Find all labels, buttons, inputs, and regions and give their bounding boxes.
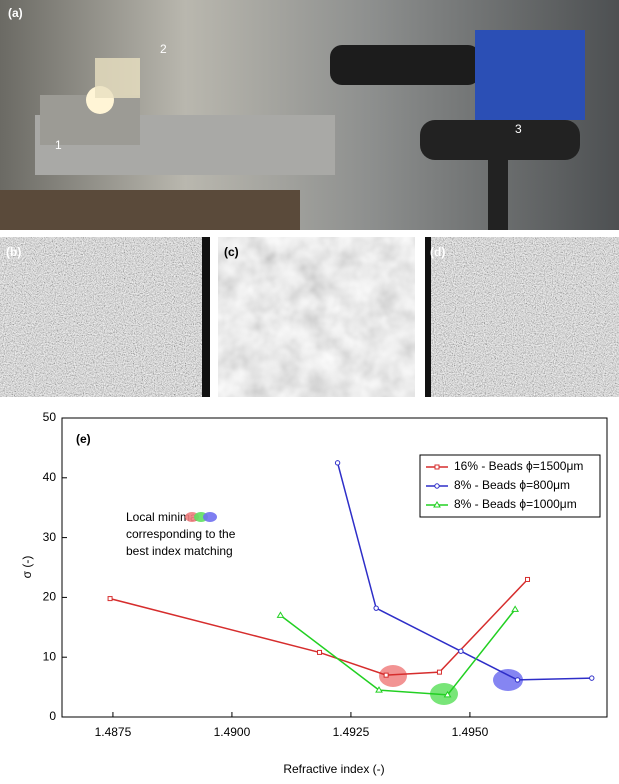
photo-texture <box>425 237 619 397</box>
plot-frame <box>61 417 608 718</box>
x-axis-label: Refractive index (-) <box>283 762 384 776</box>
photo-a: (a) 1 2 3 <box>0 0 619 230</box>
marker <box>434 464 440 470</box>
x-tick-label: 1.4875 <box>95 725 132 739</box>
marker <box>375 686 383 693</box>
marker <box>317 649 323 655</box>
y-tick-label: 50 <box>43 410 57 424</box>
photo-callout: 1 <box>55 138 62 152</box>
table <box>0 190 300 230</box>
photo-edge <box>202 237 210 397</box>
panel-label: (c) <box>224 245 239 259</box>
plot: 0 10 20 30 40 50 1.4875 1.4900 1.4925 1.4950 16% -… <box>43 410 601 739</box>
series-line <box>109 578 529 676</box>
marker <box>373 605 379 611</box>
photo-c: (c) <box>218 237 415 397</box>
legend-box <box>419 454 601 518</box>
x-tick-label: 1.4950 <box>452 725 489 739</box>
marker <box>436 669 442 675</box>
marker <box>458 648 464 654</box>
y-tick-label: 40 <box>43 470 57 484</box>
marker <box>276 611 285 618</box>
marker <box>525 576 531 582</box>
series-line <box>280 608 516 696</box>
legend-label: 8% - Beads ϕ=800μm <box>454 478 570 492</box>
marker <box>383 672 389 678</box>
photo-d: (d) <box>425 237 619 397</box>
y-axis-label: σ (-) <box>20 556 34 579</box>
photo-texture <box>218 237 415 397</box>
annotation: Local minima <box>126 510 197 524</box>
cuvette <box>95 58 140 98</box>
minimum-highlight <box>493 669 523 691</box>
panel-label: (d) <box>430 245 445 259</box>
marker <box>107 596 113 602</box>
panel-label: (e) <box>76 432 91 446</box>
lens <box>330 45 480 85</box>
photo-texture <box>0 237 210 397</box>
photo-callout: 2 <box>160 42 167 56</box>
panel-label: (a) <box>8 6 23 20</box>
y-tick-label: 20 <box>43 590 57 604</box>
x-tick-label: 1.4925 <box>333 725 370 739</box>
photo-b: (b) <box>0 237 210 397</box>
photo-callout: 3 <box>515 122 522 136</box>
legend-label: 8% - Beads ϕ=1000μm <box>454 497 577 511</box>
annotation: best index matching <box>126 544 233 558</box>
marker <box>334 460 341 466</box>
marker <box>434 483 440 489</box>
tripod <box>488 160 508 230</box>
legend-label: 16% - Beads ϕ=1500μm <box>454 459 583 473</box>
camera <box>475 30 585 120</box>
x-tick-label: 1.4900 <box>214 725 251 739</box>
marker <box>443 690 452 698</box>
minimum-highlight <box>379 665 407 687</box>
annotation: corresponding to the <box>126 527 236 541</box>
tripod-head <box>420 120 580 160</box>
marker <box>433 501 441 508</box>
panel-label: (b) <box>6 245 21 259</box>
minima-swatch <box>203 512 217 522</box>
marker <box>514 677 521 683</box>
marker <box>511 605 520 612</box>
y-tick-label: 0 <box>49 709 56 723</box>
photo-edge <box>425 237 431 397</box>
y-tick-label: 30 <box>43 530 57 544</box>
y-tick-label: 10 <box>43 649 57 663</box>
marker <box>589 675 595 681</box>
